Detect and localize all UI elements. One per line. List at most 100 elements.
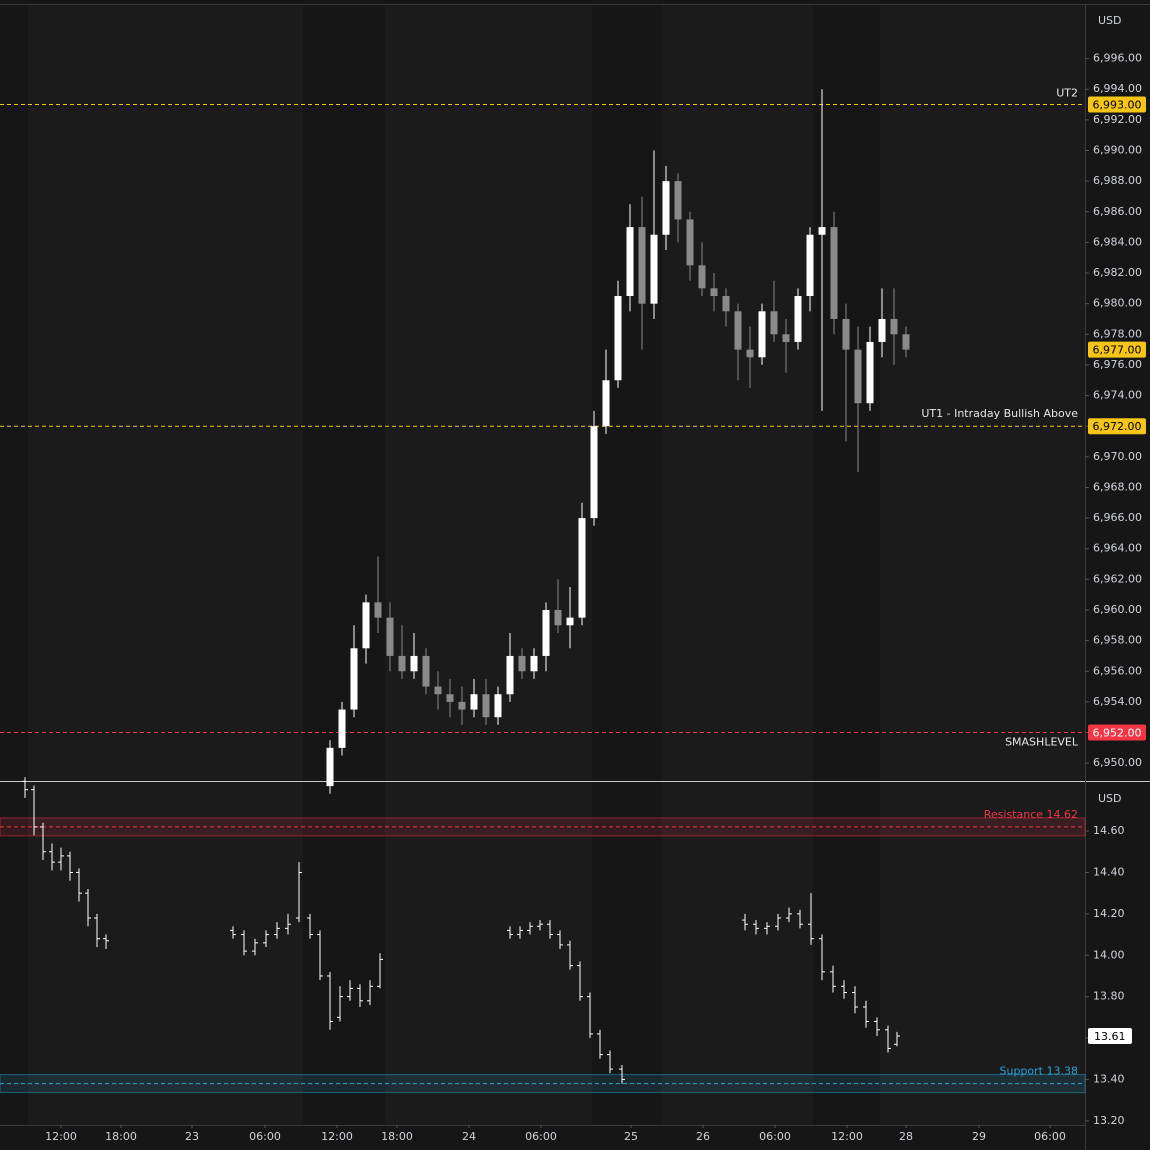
candle-body	[350, 648, 358, 710]
y-tick-label: 6,950.00	[1093, 756, 1142, 769]
y-tick-label: 6,984.00	[1093, 235, 1142, 248]
candle-body	[518, 655, 526, 672]
session-band	[385, 5, 592, 1125]
level-name: Support 13.38	[1000, 1065, 1078, 1078]
level-name: SMASHLEVEL	[1005, 736, 1079, 749]
candle-body	[422, 655, 430, 687]
candle-body	[794, 296, 802, 342]
candle-body	[410, 655, 418, 672]
y-tick-label: 6,990.00	[1093, 144, 1142, 157]
y-tick-label: 14.60	[1093, 824, 1125, 837]
level-tag-label: 6,972.00	[1093, 420, 1142, 433]
candle-body	[806, 234, 814, 297]
x-tick-label: 06:00	[525, 1130, 557, 1143]
level-name: UT1 - Intraday Bullish Above	[921, 407, 1078, 420]
candle-body	[506, 655, 514, 695]
candle-body	[398, 655, 406, 672]
y-tick-label: 6,958.00	[1093, 634, 1142, 647]
candle-body	[434, 686, 442, 695]
y-tick-label: 6,988.00	[1093, 174, 1142, 187]
y-tick-label: 6,996.00	[1093, 52, 1142, 65]
level-tag-label: 6,993.00	[1093, 99, 1142, 112]
y-tick-label: 6,978.00	[1093, 327, 1142, 340]
y-tick-label: 6,966.00	[1093, 511, 1142, 524]
candle-body	[734, 311, 742, 350]
candle-body	[818, 227, 826, 235]
candle-body	[674, 181, 682, 220]
x-tick-label: 06:00	[249, 1130, 281, 1143]
last-price-tag	[1088, 1027, 1132, 1044]
candle-body	[746, 349, 754, 358]
last-price-tag	[1088, 341, 1146, 358]
candle-body	[602, 380, 610, 427]
y-tick-label: 6,992.00	[1093, 113, 1142, 126]
candle-body	[578, 518, 586, 618]
session-band	[662, 5, 813, 1125]
candle-body	[866, 341, 874, 404]
y-tick-label: 6,968.00	[1093, 480, 1142, 493]
x-tick-label: 29	[972, 1130, 986, 1143]
candle-body	[698, 265, 706, 289]
candle-body	[638, 227, 646, 304]
y-tick-label: 6,954.00	[1093, 695, 1142, 708]
candle-body	[542, 609, 550, 656]
x-tick-label: 23	[185, 1130, 199, 1143]
candle-body	[854, 349, 862, 404]
candle-body	[842, 318, 850, 350]
candle-body	[830, 227, 838, 319]
y-tick-label: 6,960.00	[1093, 603, 1142, 616]
candle-body	[710, 288, 718, 297]
x-tick-label: 18:00	[105, 1130, 137, 1143]
x-tick-label: 12:00	[45, 1130, 77, 1143]
candle-body	[890, 318, 898, 335]
candle-body	[446, 694, 454, 702]
y-tick-label: 6,980.00	[1093, 297, 1142, 310]
y-tick-label: 14.40	[1093, 865, 1125, 878]
y-tick-label: 6,986.00	[1093, 205, 1142, 218]
session-band	[28, 5, 303, 1125]
candle-body	[566, 617, 574, 626]
candle-body	[662, 181, 670, 235]
candle-body	[758, 311, 766, 358]
level-tag	[1088, 418, 1146, 435]
level-name: Resistance 14.62	[984, 808, 1078, 821]
x-tick-label: 06:00	[759, 1130, 791, 1143]
currency-label: USD	[1098, 14, 1122, 27]
level-name: UT2	[1056, 87, 1078, 100]
level-tag	[1088, 96, 1146, 113]
candle-body	[626, 227, 634, 297]
candle-body	[782, 334, 790, 342]
candle-body	[494, 694, 502, 718]
y-tick-label: 13.40	[1093, 1072, 1125, 1085]
level-tag	[1088, 724, 1146, 741]
candle-body	[482, 694, 490, 718]
x-tick-label: 24	[462, 1130, 476, 1143]
candle-body	[530, 655, 538, 672]
y-tick-label: 6,964.00	[1093, 542, 1142, 555]
currency-label: USD	[1098, 792, 1122, 805]
level-tag-label: 6,952.00	[1093, 727, 1142, 740]
session-band	[880, 5, 1085, 1125]
y-tick-label: 6,976.00	[1093, 358, 1142, 371]
candle-body	[338, 709, 346, 748]
y-tick-label: 6,982.00	[1093, 266, 1142, 279]
x-tick-label: 12:00	[321, 1130, 353, 1143]
x-tick-label: 06:00	[1034, 1130, 1066, 1143]
candle-body	[902, 334, 910, 350]
y-tick-label: 6,974.00	[1093, 389, 1142, 402]
candle-body	[590, 426, 598, 519]
y-tick-label: 6,956.00	[1093, 664, 1142, 677]
y-tick-label: 6,962.00	[1093, 572, 1142, 585]
candle-body	[470, 694, 478, 710]
x-tick-label: 26	[696, 1130, 710, 1143]
candle-body	[458, 701, 466, 710]
candle-body	[614, 296, 622, 381]
candle-body	[386, 617, 394, 656]
candle-body	[650, 234, 658, 304]
y-tick-label: 14.20	[1093, 907, 1125, 920]
x-tick-label: 18:00	[381, 1130, 413, 1143]
y-tick-label: 6,970.00	[1093, 450, 1142, 463]
last-price-label: 6,977.00	[1093, 344, 1142, 357]
candle-body	[362, 602, 370, 649]
